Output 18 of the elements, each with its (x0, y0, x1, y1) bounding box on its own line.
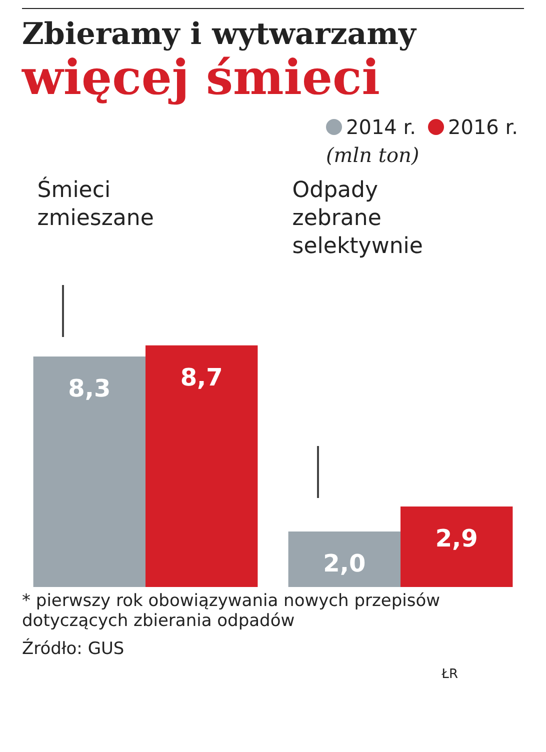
bar (146, 345, 258, 587)
legend-label: 2014 r. (346, 114, 416, 139)
x-tick-label: Śmieci zmieszane (37, 176, 154, 231)
data-label: 2,9 (435, 524, 478, 552)
chart-subtitle: więcej śmieci (22, 50, 380, 106)
text: * pierwszy rok obowiązywania nowych przepisów dotyczących zbierania odpadów (22, 590, 442, 631)
y-axis-title: (mln ton) (326, 142, 420, 167)
legend-label: 2016 r. (448, 114, 518, 139)
text: Źródło: GUS (22, 638, 126, 659)
bar (33, 356, 146, 587)
bar (288, 531, 400, 587)
data-label: 8,3 (68, 374, 111, 402)
data-label: 8,7 (180, 363, 223, 392)
text: ŁR (440, 666, 458, 682)
data-label: 2,0 (323, 549, 366, 578)
x-tick-label: Odpady zebrane selektywnie (292, 178, 423, 259)
chart-title: Zbieramy i wytwarzamy (22, 17, 418, 52)
bar (400, 506, 513, 587)
